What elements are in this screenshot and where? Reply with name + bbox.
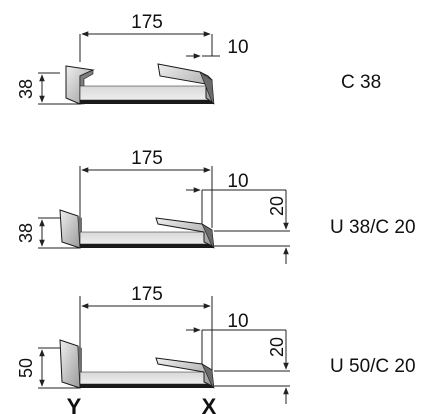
lip-dimension: 10 xyxy=(186,311,286,370)
c-channel-section xyxy=(65,63,215,105)
marker-x: X xyxy=(202,394,217,414)
height-label: 50 xyxy=(16,358,36,378)
profile-name: U 38/C 20 xyxy=(330,217,416,238)
rise-label: 20 xyxy=(267,196,287,216)
lip-dimension: 10 xyxy=(186,171,286,228)
width-dimension: 175 xyxy=(79,12,213,62)
profile-c38: 175 10 38 C 38 xyxy=(16,12,381,105)
width-label: 175 xyxy=(131,12,163,33)
height-label: 38 xyxy=(16,223,36,243)
width-dimension: 175 xyxy=(79,148,213,228)
rise-dimension: 20 xyxy=(214,190,290,264)
lip-label: 10 xyxy=(227,171,248,192)
u-channel-section xyxy=(59,339,215,389)
height-label: 38 xyxy=(16,79,36,99)
width-label: 175 xyxy=(131,148,163,169)
profile-u50-c20: 175 10 20 50 U 50/C 2 xyxy=(16,284,416,404)
profile-name: U 50/C 20 xyxy=(330,356,416,377)
height-dimension: 38 xyxy=(16,217,80,249)
rise-dimension: 20 xyxy=(214,330,290,404)
height-dimension: 38 xyxy=(16,72,80,105)
lip-dimension: 10 xyxy=(186,37,249,59)
height-dimension: 50 xyxy=(16,347,80,389)
width-label: 175 xyxy=(131,284,163,305)
profile-name: C 38 xyxy=(341,72,381,93)
profile-u38-c20: 175 10 20 38 U 38/C 2 xyxy=(16,148,416,264)
width-dimension: 175 xyxy=(79,284,213,370)
marker-y: Y xyxy=(67,394,82,414)
lip-label: 10 xyxy=(227,37,248,58)
lip-label: 10 xyxy=(227,311,248,332)
rise-label: 20 xyxy=(267,337,287,357)
u-channel-section xyxy=(59,209,215,249)
